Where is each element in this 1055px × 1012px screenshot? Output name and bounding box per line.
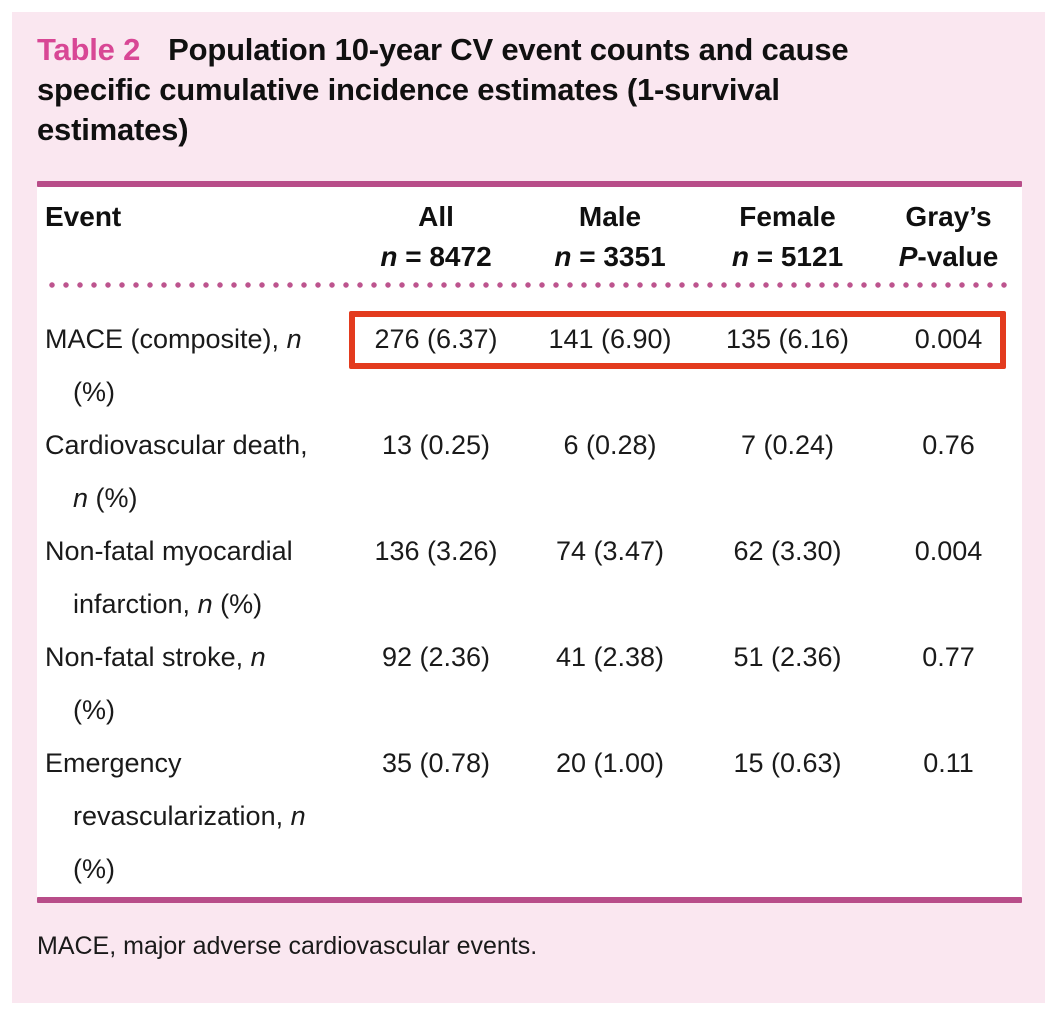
value-cell-female: 7 (0.24) <box>740 430 835 460</box>
table-panel: Table 2 Population 10-year CV event count… <box>12 12 1045 1003</box>
pvalue-cell: 0.76 <box>922 430 975 460</box>
table-row-stroke: Non-fatal stroke, n (%) 92 (2.36) 41 (2.… <box>37 631 1022 737</box>
table-rows: MACE (composite), n (%) 276 (6.37) 141 (… <box>37 293 1022 897</box>
value-cell-all: 92 (2.36) <box>381 642 491 672</box>
value-cell-female: 135 (6.16) <box>725 324 850 354</box>
value-cell-male: 141 (6.90) <box>548 324 672 354</box>
value-cell-all: 276 (6.37) <box>374 324 498 354</box>
event-cell: Non-fatal stroke, n (%) <box>45 642 266 725</box>
column-header-all: All n = 8472 <box>380 201 492 272</box>
table-caption: Population 10-year CV event counts and c… <box>37 32 849 147</box>
value-cell-all: 13 (0.25) <box>381 430 491 460</box>
value-cell-all: 35 (0.78) <box>381 748 491 778</box>
event-cell: Cardiovascular death, n (%) <box>45 430 308 513</box>
value-cell-male: 6 (0.28) <box>563 430 657 460</box>
table-row-mi: Non-fatal myocardial infarction, n (%) 1… <box>37 525 1022 631</box>
event-cell: Emergency revascularization, n (%) <box>45 748 306 884</box>
page-title: Table 2 Population 10-year CV event count… <box>37 30 1021 150</box>
value-cell-all: 136 (3.26) <box>374 536 498 566</box>
top-rule <box>37 181 1022 187</box>
table-row-mace: MACE (composite), n (%) 276 (6.37) 141 (… <box>37 313 1022 419</box>
event-cell: MACE (composite), n (%) <box>45 324 302 407</box>
value-cell-female: 51 (2.36) <box>733 642 842 672</box>
pvalue-cell: 0.004 <box>914 536 983 566</box>
table-label: Table 2 <box>37 32 141 67</box>
value-cell-male: 41 (2.38) <box>555 642 665 672</box>
pvalue-cell: 0.004 <box>914 324 983 354</box>
bottom-rule <box>37 897 1022 903</box>
table-row-revascularization: Emergency revascularization, n (%) 35 (0… <box>37 737 1022 896</box>
pvalue-cell: 0.11 <box>923 748 974 778</box>
event-column-header: Event <box>45 201 122 232</box>
pvalue-cell: 0.77 <box>922 642 975 672</box>
value-cell-male: 20 (1.00) <box>555 748 665 778</box>
column-header-male: Male n = 3351 <box>554 201 666 272</box>
value-cell-female: 15 (0.63) <box>733 748 842 778</box>
table-body: Event All n = 8472 Male n = 3351 Female … <box>37 187 1022 897</box>
column-header-pvalue: Gray’s P-value <box>898 201 999 272</box>
footnote: MACE, major adverse cardiovascular event… <box>37 932 538 960</box>
value-cell-female: 62 (3.30) <box>733 536 842 566</box>
value-cell-male: 74 (3.47) <box>555 536 665 566</box>
column-header-female: Female n = 5121 <box>731 201 844 272</box>
header-row: Event All n = 8472 Male n = 3351 Female … <box>37 187 1022 277</box>
dotted-divider <box>45 277 1014 293</box>
table-row-cv-death: Cardiovascular death, n (%) 13 (0.25) 6 … <box>37 419 1022 525</box>
event-cell: Non-fatal myocardial infarction, n (%) <box>45 536 293 619</box>
